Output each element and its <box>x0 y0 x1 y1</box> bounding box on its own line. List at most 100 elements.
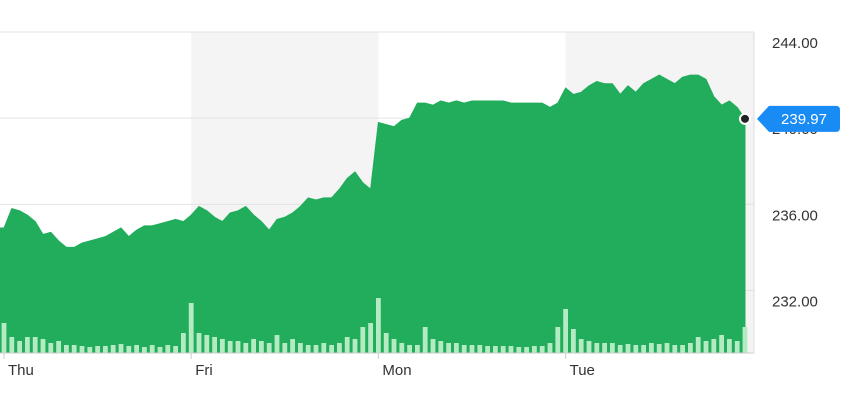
volume-bar <box>516 347 522 353</box>
volume-bar <box>742 327 748 353</box>
volume-bar <box>446 343 451 353</box>
volume-bar <box>617 345 623 353</box>
volume-bar <box>118 344 124 353</box>
volume-bar <box>337 343 342 353</box>
volume-bar <box>649 343 654 353</box>
volume-bar <box>329 345 334 353</box>
volume-bar <box>134 345 139 353</box>
x-tick-label: Fri <box>195 362 213 379</box>
volume-bar <box>298 343 303 353</box>
volume-bar <box>625 344 631 353</box>
volume-bar <box>578 339 584 353</box>
volume-bar <box>204 335 210 353</box>
volume-bar <box>56 341 61 353</box>
volume-bar <box>586 341 592 353</box>
volume-bar <box>430 339 436 353</box>
volume-bar <box>391 339 397 353</box>
price-badge <box>757 105 840 132</box>
volume-bar <box>243 343 249 353</box>
volume-bar <box>524 347 529 353</box>
volume-bar <box>40 339 46 353</box>
volume-bar <box>149 345 155 353</box>
volume-bar <box>399 343 405 353</box>
y-tick-label: 236.00 <box>772 207 818 224</box>
volume-bar <box>87 347 93 353</box>
last-price-dot <box>739 112 751 125</box>
volume-bar <box>493 346 498 353</box>
volume-bar <box>79 346 85 353</box>
volume-bar <box>212 337 217 353</box>
volume-bar <box>695 337 701 353</box>
volume-bar <box>664 343 670 353</box>
volume-bar <box>71 345 77 353</box>
volume-bar <box>477 345 483 353</box>
x-tick-label: Thu <box>8 362 34 379</box>
volume-bar <box>126 346 132 353</box>
volume-bar <box>188 303 194 353</box>
volume-bar <box>103 346 108 353</box>
volume-bar <box>32 337 38 353</box>
y-tick-label: 244.00 <box>772 35 818 52</box>
volume-bar <box>9 337 15 353</box>
volume-bar <box>461 345 467 353</box>
volume-bar <box>274 335 280 353</box>
volume-bar <box>17 341 22 353</box>
volume-bar <box>220 339 225 353</box>
volume-bar <box>266 343 272 353</box>
x-tick-label: Mon <box>382 362 411 379</box>
volume-bar <box>383 333 389 353</box>
volume-bar <box>95 346 100 353</box>
price-area <box>0 74 746 354</box>
volume-bar <box>352 339 358 353</box>
volume-bar <box>64 345 69 353</box>
volume-bar <box>672 345 678 353</box>
volume-bar <box>454 343 459 353</box>
volume-bar <box>196 333 202 353</box>
price-badge-label: 239.97 <box>781 111 827 128</box>
volume-bar <box>633 345 639 353</box>
volume-bar <box>641 345 646 353</box>
volume-bar <box>368 323 373 353</box>
volume-bar <box>415 345 420 353</box>
y-tick-label: 232.00 <box>772 293 818 310</box>
volume-bar <box>1 323 7 353</box>
volume-bar <box>680 345 685 353</box>
volume-bar <box>555 327 561 353</box>
x-tick-label: Tue <box>570 362 595 379</box>
volume-bar <box>719 335 724 353</box>
volume-bar <box>313 345 319 353</box>
volume-bar <box>173 346 178 353</box>
volume-bar <box>438 341 444 353</box>
volume-bar <box>110 345 116 353</box>
volume-bar <box>571 329 576 353</box>
volume-bar <box>321 343 327 353</box>
volume-bar <box>703 341 709 353</box>
volume-bar <box>727 339 732 353</box>
volume-bar <box>376 298 381 353</box>
volume-bar <box>711 339 717 353</box>
volume-bar <box>259 341 264 353</box>
volume-bar <box>508 346 514 353</box>
volume-bar <box>656 344 662 353</box>
volume-bar <box>344 337 350 353</box>
volume-bar <box>282 343 288 353</box>
volume-bar <box>165 345 171 353</box>
volume-bar <box>602 343 607 353</box>
volume-bar <box>422 327 428 353</box>
volume-bar <box>251 339 256 353</box>
volume-bar <box>547 343 553 353</box>
volume-bar <box>157 347 163 353</box>
volume-bar <box>305 345 311 353</box>
volume-bar <box>227 341 233 353</box>
volume-bar <box>360 327 366 353</box>
volume-bar <box>142 347 147 353</box>
volume-bar <box>532 346 537 353</box>
volume-bar <box>290 339 295 353</box>
volume-bar <box>500 346 506 353</box>
volume-bar <box>181 333 186 353</box>
volume-bar <box>610 343 615 353</box>
volume-bar <box>734 341 740 353</box>
volume-bar <box>539 346 545 353</box>
volume-bar <box>235 341 241 353</box>
